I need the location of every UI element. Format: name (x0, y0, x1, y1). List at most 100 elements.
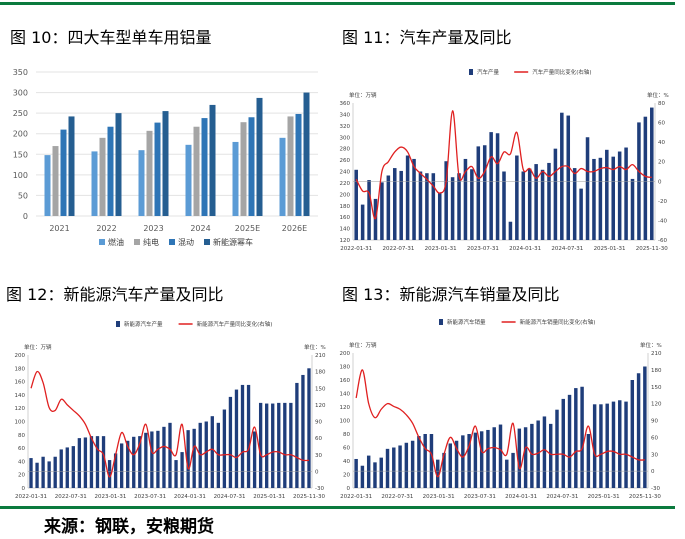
bar (35, 462, 39, 488)
bar (162, 426, 166, 488)
left-tick-label: 160 (340, 378, 351, 384)
left-tick-label: 20 (18, 473, 25, 479)
bar (404, 442, 409, 488)
left-unit-label: 单位：万辆 (349, 91, 377, 99)
left-tick-label: 140 (340, 227, 351, 233)
chart-title-fig12: 图 12：新能源汽车产量及同比 (6, 285, 224, 304)
legend-label-bar: 新能源汽车产量 (124, 320, 163, 328)
bar (144, 432, 148, 488)
bar (417, 436, 421, 488)
chart-title-fig11: 图 11：汽车产量及同比 (342, 28, 512, 47)
bar (295, 113, 302, 216)
bar (107, 460, 112, 488)
top-rule (0, 2, 675, 5)
bar (279, 137, 286, 216)
bar (354, 458, 358, 488)
chart-title-fig10: 图 10：四大车型单车用铝量 (10, 28, 212, 47)
bar (277, 402, 281, 488)
y-tick-label: 200 (13, 130, 28, 139)
left-tick-label: 220 (340, 181, 351, 187)
bar (624, 401, 628, 488)
y-tick-label: 100 (13, 171, 28, 180)
left-tick-label: 100 (15, 420, 26, 426)
right-tick-label: 80 (658, 101, 665, 107)
bar (450, 177, 455, 240)
x-tick-label: 2023-01-31 (423, 494, 455, 500)
bar (366, 455, 371, 488)
bar (193, 126, 200, 216)
x-tick-label: 2025E (235, 224, 260, 233)
legend-swatch (134, 239, 140, 245)
bar (29, 458, 33, 488)
bar (592, 404, 597, 488)
left-tick-label: 200 (340, 351, 351, 357)
bar (521, 171, 526, 240)
legend-label-line: 汽车产量同比变化(右轴) (532, 68, 591, 76)
bar (240, 122, 247, 216)
right-tick-label: 120 (315, 403, 326, 409)
bar (553, 148, 558, 240)
left-tick-label: 20 (343, 473, 350, 479)
bar (271, 403, 275, 488)
chart-fig13-svg: 新能源汽车销量 新能源汽车销量同比变化(右轴) 单位：万辆 单位：% 0 20 40 60 80… (340, 318, 662, 500)
bar (115, 113, 122, 216)
bar (52, 146, 59, 216)
x-tick-label: 2023-07-31 (464, 494, 496, 500)
left-tick-label: 180 (340, 365, 351, 371)
legend-swatch-bar (439, 319, 443, 325)
left-tick-label: 120 (15, 406, 26, 412)
right-tick-label: 0 (658, 179, 662, 185)
right-tick-label: 210 (315, 353, 326, 359)
left-tick-label: 180 (15, 366, 26, 372)
bar (437, 193, 442, 240)
bar (47, 461, 51, 488)
right-tick-label: 150 (651, 385, 662, 391)
y-tick-label: 50 (18, 191, 28, 200)
bar (380, 182, 384, 240)
bar (536, 420, 540, 488)
bar (425, 173, 429, 240)
bar (232, 141, 239, 216)
x-tick-label: 2025-01-31 (253, 494, 285, 500)
x-tick-label: 2022-07-31 (55, 494, 87, 500)
bar (101, 436, 106, 488)
bar (192, 428, 196, 488)
legend-label: 纯电 (143, 237, 159, 247)
right-tick-label: -60 (658, 238, 667, 244)
bar (547, 162, 551, 240)
bar (605, 149, 609, 240)
bar (560, 112, 564, 240)
x-tick-label: 2023-01-31 (425, 246, 457, 252)
chart-fig10-svg: 0 50 100 150 200 250 300 350 2021 2022 2023 2024 202… (13, 68, 318, 247)
bar (77, 438, 82, 488)
bar (502, 171, 506, 240)
left-tick-label: 340 (340, 112, 351, 118)
right-tick-label: 30 (651, 452, 658, 458)
bar (567, 394, 572, 488)
bar (618, 400, 622, 488)
bar (258, 402, 263, 488)
bar (113, 453, 118, 488)
bar (307, 368, 311, 488)
left-unit-label: 单位：万辆 (24, 343, 52, 351)
legend-swatch (169, 239, 175, 245)
bar (540, 169, 545, 240)
chart-panel-fig13: 新能源汽车销量 新能源汽车销量同比变化(右轴) 单位：万辆 单位：% 0 20 40 60 80… (335, 308, 680, 508)
right-tick-label: -30 (315, 486, 324, 492)
right-tick-label: 60 (315, 436, 322, 442)
legend-label: 新能源幂车 (213, 237, 253, 247)
bar (492, 427, 496, 488)
bar (156, 430, 160, 488)
bar (586, 434, 591, 488)
left-tick-label: 280 (340, 147, 351, 153)
bar (566, 115, 571, 240)
bar (442, 452, 446, 488)
x-tick-label: 2024-01-31 (505, 494, 537, 500)
left-tick-label: 240 (340, 170, 351, 176)
right-tick-label: 60 (658, 121, 665, 127)
right-unit-label: 单位：% (647, 91, 669, 99)
bar (611, 156, 616, 240)
bar (204, 421, 208, 488)
x-tick-label: 2024-07-31 (551, 246, 583, 252)
bar (180, 452, 184, 488)
